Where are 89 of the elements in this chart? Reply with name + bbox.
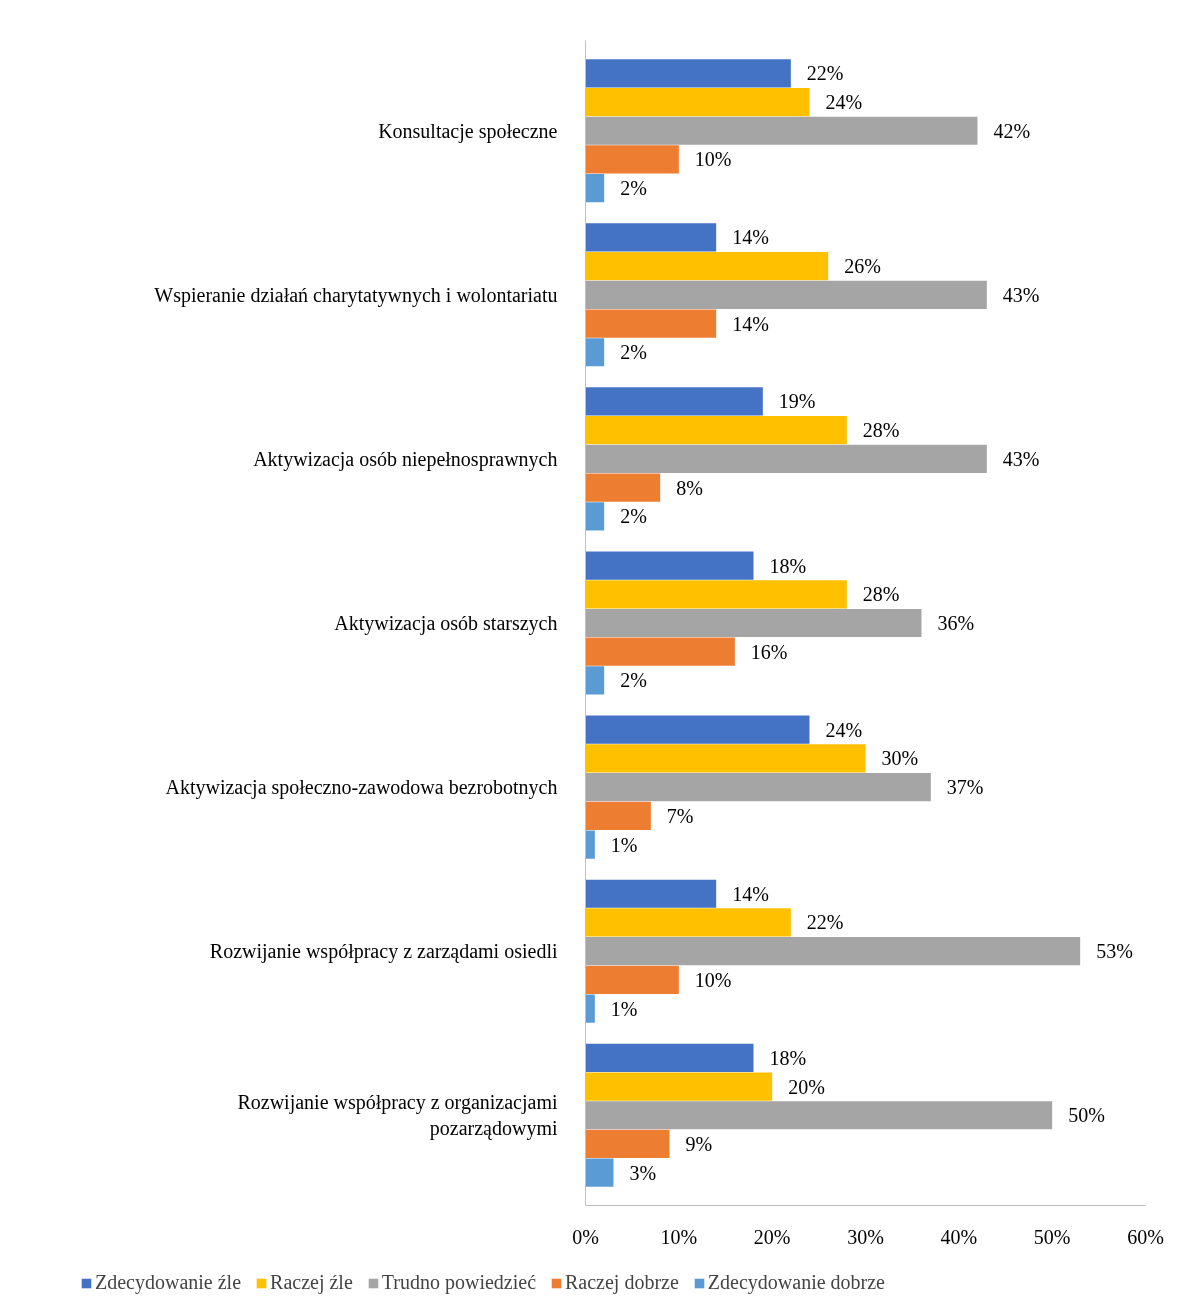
x-tick-label: 0% [572,1225,599,1248]
x-tick-label: 30% [847,1225,884,1248]
bar [585,280,987,309]
bar [585,473,661,502]
bar [585,1129,670,1159]
data-label: 43% [1002,447,1040,470]
data-label: 2% [620,669,647,692]
bar [585,387,763,416]
data-label: 2% [620,505,647,528]
data-label: 1% [610,833,638,856]
data-label: 10% [694,148,732,171]
bar [585,666,605,695]
bar [585,416,847,445]
data-label: 37% [946,776,984,799]
data-label: 20% [788,1075,825,1098]
bar [585,772,931,802]
data-label: 28% [862,419,900,442]
data-label: 9% [685,1132,713,1155]
data-label: 50% [1068,1104,1105,1127]
y-tick-label: Rozwijanie współpracy z organizacjami pozarządowymi [237,1091,558,1141]
bar [585,608,922,638]
data-label: 14% [732,312,769,335]
data-label: 28% [862,583,900,606]
bar [585,744,866,773]
y-tick-label: Wspieranie działań charytatywnych i wolontariatu [154,283,558,307]
data-label: 53% [1096,940,1133,963]
x-tick-label: 60% [1127,1225,1164,1248]
x-tick-label: 20% [753,1225,791,1248]
bar [585,338,605,367]
bar [585,59,791,88]
bar [585,309,717,338]
legend-label: Zdecydowanie dobrze [707,1271,885,1294]
x-tick-label: 50% [1033,1225,1071,1248]
y-tick-label: Aktywizacja osób niepełnosprawnych [253,447,558,471]
bar [585,965,679,994]
data-label: 42% [993,119,1031,142]
data-label: 18% [769,554,807,577]
data-label: 24% [825,91,863,114]
x-tick-label: 40% [940,1225,978,1248]
bar [585,1158,614,1187]
bar [585,580,847,609]
y-tick-label: Konsultacje społeczne [378,119,558,143]
data-label: 30% [881,747,919,770]
y-tick-label: Rozwijanie współpracy z zarządami osiedli [209,940,558,964]
legend-label: Raczej źle [270,1271,353,1294]
bar [585,1072,773,1101]
bar [585,252,829,281]
data-label: 14% [732,882,769,905]
bar [585,174,605,203]
bar [585,801,651,830]
bar [585,879,717,908]
data-label: 22% [806,911,844,934]
y-tick-label: Aktywizacja osób starszych [334,612,558,635]
data-label: 1% [610,997,638,1020]
bar [585,937,1081,966]
bar [585,551,754,580]
x-tick-label: 10% [660,1225,698,1248]
data-label: 7% [666,804,694,827]
data-label: 18% [769,1046,807,1069]
data-label: 26% [844,255,881,278]
bar [585,1101,1053,1130]
bar [585,145,679,174]
bar [585,502,605,531]
data-label: 10% [694,968,732,991]
legend-label: Trudno powiedzieć [381,1271,537,1294]
legend-label: Zdecydowanie źle [95,1271,242,1294]
legend-label: Raczej dobrze [565,1271,679,1294]
bar [585,908,791,937]
data-label: 19% [778,390,816,413]
bar [585,715,810,744]
data-label: 43% [1002,283,1040,306]
data-label: 14% [732,226,769,249]
data-label: 2% [620,341,647,364]
data-label: 2% [620,177,647,200]
data-label: 3% [629,1161,657,1184]
bar [585,830,595,859]
bar [585,994,595,1023]
data-label: 36% [937,612,975,634]
bar [585,444,987,474]
data-label: 16% [750,640,788,663]
bar [585,1043,754,1072]
bar [585,87,810,117]
data-label: 8% [676,476,703,499]
bar [585,223,717,252]
data-label: 24% [825,718,863,741]
data-label: 22% [806,62,844,85]
y-tick-label: Aktywizacja społeczno-zawodowa bezrobotnych [165,776,558,800]
bar [585,116,978,145]
bar [585,637,735,666]
